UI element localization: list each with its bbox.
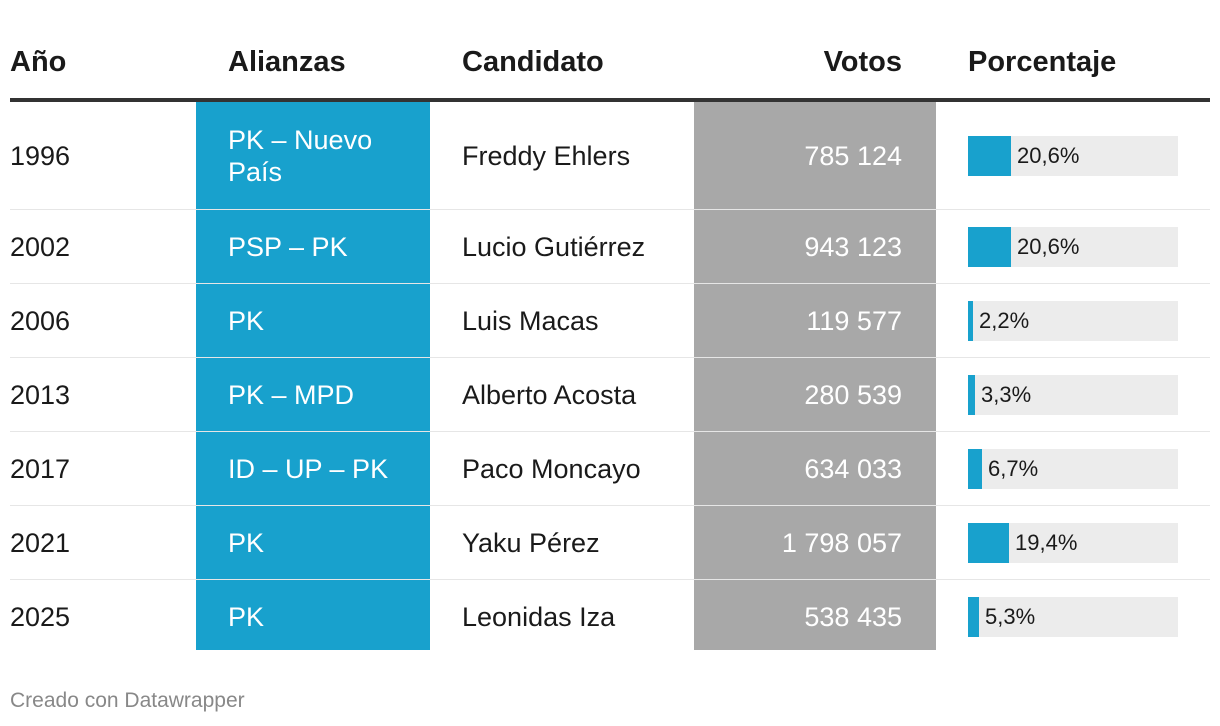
cell-alianza: PK – MPD bbox=[228, 380, 355, 410]
cell-anio: 2021 bbox=[10, 528, 71, 558]
percentage-bar bbox=[968, 375, 975, 415]
header-porcentaje: Porcentaje bbox=[968, 46, 1117, 78]
cell-candidato: Yaku Pérez bbox=[462, 528, 600, 558]
percentage-label: 19,4% bbox=[1015, 530, 1078, 555]
results-table: Año Alianzas Candidato Votos Porcentaje … bbox=[10, 32, 1210, 654]
table-row: 2013 PK – MPD Alberto Acosta 280 539 3,3% bbox=[10, 358, 1210, 432]
table-body: 1996 PK – Nuevo País Freddy Ehlers 785 124 2… bbox=[10, 102, 1210, 654]
cell-anio: 2025 bbox=[10, 602, 71, 632]
cell-alianza: PK bbox=[228, 528, 265, 558]
cell-votos: 538 435 bbox=[804, 602, 902, 632]
votos-column-highlight bbox=[694, 102, 936, 650]
cell-anio: 2017 bbox=[10, 454, 71, 484]
percentage-label: 20,6% bbox=[1017, 143, 1080, 168]
cell-votos: 280 539 bbox=[804, 380, 902, 410]
percentage-bar bbox=[968, 523, 1009, 563]
cell-anio: 2006 bbox=[10, 306, 71, 336]
cell-alianza: ID – UP – PK bbox=[228, 454, 389, 484]
percentage-bar bbox=[968, 301, 973, 341]
table-row: 2002 PSP – PK Lucio Gutiérrez 943 123 20,6% bbox=[10, 210, 1210, 284]
percentage-bar bbox=[968, 136, 1011, 176]
percentage-bar-track: 19,4% bbox=[968, 523, 1178, 563]
cell-candidato: Lucio Gutiérrez bbox=[462, 232, 646, 262]
percentage-bar-track: 3,3% bbox=[968, 375, 1178, 415]
percentage-bar-track: 5,3% bbox=[968, 597, 1178, 637]
cell-candidato: Paco Moncayo bbox=[462, 454, 641, 484]
cell-alianza: PSP – PK bbox=[228, 232, 348, 262]
table-row: 2006 PK Luis Macas 119 577 2,2% bbox=[10, 284, 1210, 358]
alianzas-column-highlight bbox=[196, 102, 430, 650]
cell-candidato: Leonidas Iza bbox=[462, 602, 616, 632]
table-header: Año Alianzas Candidato Votos Porcentaje bbox=[10, 32, 1210, 102]
percentage-bar bbox=[968, 449, 982, 489]
percentage-bar-track: 6,7% bbox=[968, 449, 1178, 489]
header-candidato: Candidato bbox=[462, 46, 604, 78]
footer-credit: Creado con Datawrapper bbox=[10, 689, 245, 712]
percentage-label: 3,3% bbox=[981, 382, 1032, 407]
header-alianzas: Alianzas bbox=[228, 46, 346, 78]
header-votos: Votos bbox=[823, 46, 902, 78]
cell-anio: 1996 bbox=[10, 141, 71, 171]
table-row: 1996 PK – Nuevo País Freddy Ehlers 785 124 2… bbox=[10, 102, 1210, 210]
cell-candidato: Alberto Acosta bbox=[462, 380, 637, 410]
percentage-label: 20,6% bbox=[1017, 234, 1080, 259]
percentage-bar bbox=[968, 227, 1011, 267]
cell-candidato: Freddy Ehlers bbox=[462, 141, 631, 171]
percentage-bar-track: 2,2% bbox=[968, 301, 1178, 341]
percentage-label: 5,3% bbox=[985, 604, 1036, 629]
percentage-bar bbox=[968, 597, 979, 637]
cell-votos: 943 123 bbox=[804, 232, 902, 262]
percentage-bar-track: 20,6% bbox=[968, 227, 1178, 267]
cell-alianza: PK bbox=[228, 306, 265, 336]
table-row: 2021 PK Yaku Pérez 1 798 057 19,4% bbox=[10, 506, 1210, 580]
cell-alianza: PK – Nuevo País bbox=[228, 125, 373, 187]
table-row: 2017 ID – UP – PK Paco Moncayo 634 033 6,7% bbox=[10, 432, 1210, 506]
percentage-label: 2,2% bbox=[979, 308, 1030, 333]
header-anio: Año bbox=[10, 46, 67, 78]
percentage-bar-track: 20,6% bbox=[968, 136, 1178, 176]
cell-anio: 2002 bbox=[10, 232, 71, 262]
cell-alianza: PK bbox=[228, 602, 265, 632]
cell-votos: 1 798 057 bbox=[781, 528, 902, 558]
cell-candidato: Luis Macas bbox=[462, 306, 599, 336]
cell-votos: 634 033 bbox=[804, 454, 902, 484]
percentage-label: 6,7% bbox=[988, 456, 1039, 481]
cell-votos: 785 124 bbox=[804, 141, 902, 171]
cell-anio: 2013 bbox=[10, 380, 71, 410]
cell-votos: 119 577 bbox=[806, 306, 902, 336]
table-row: 2025 PK Leonidas Iza 538 435 5,3% bbox=[10, 580, 1210, 654]
